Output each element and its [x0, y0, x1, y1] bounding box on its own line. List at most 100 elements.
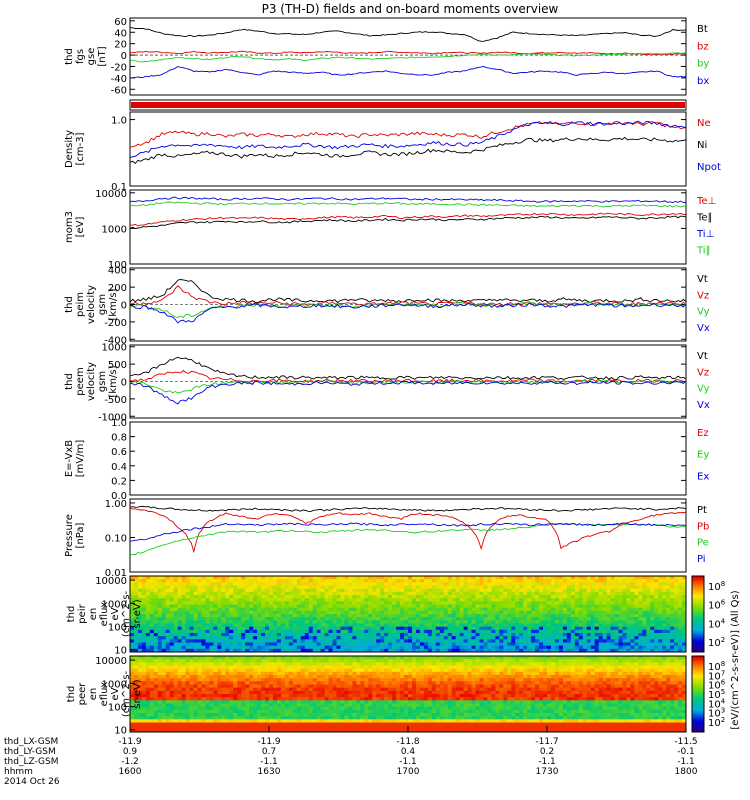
heat-cell	[479, 662, 484, 666]
heat-cell	[316, 595, 322, 599]
heat-cell	[654, 645, 659, 650]
heat-cell	[463, 617, 469, 621]
heat-cell	[610, 668, 616, 673]
heat-cell	[666, 585, 671, 590]
heat-cell	[396, 656, 401, 660]
heat-cell	[618, 678, 623, 682]
heat-cell	[547, 607, 552, 612]
heat-cell	[249, 601, 254, 605]
heat-cell	[610, 607, 616, 612]
heat-cell	[431, 607, 437, 612]
heat-cell	[471, 629, 477, 634]
heat-cell	[642, 648, 647, 653]
heat-cell	[388, 591, 393, 596]
heat-cell	[217, 579, 222, 583]
heat-cell	[197, 601, 202, 605]
heat-cell	[320, 610, 326, 615]
y-axis-label: Pressure	[64, 514, 75, 557]
heat-cell	[578, 656, 584, 660]
heat-cell	[654, 604, 659, 609]
heat-cell	[550, 629, 556, 634]
heat-cell	[392, 684, 397, 689]
heat-cell	[133, 617, 139, 621]
heat-cell	[674, 675, 679, 679]
heat-cell	[205, 665, 210, 670]
heat-cell	[562, 633, 568, 637]
heat-cell	[547, 579, 552, 583]
heat-cell	[523, 588, 528, 593]
heat-cell	[507, 607, 512, 612]
heat-cell	[157, 659, 163, 663]
heat-cell	[205, 617, 210, 621]
heat-cell	[388, 607, 393, 612]
heat-cell	[427, 684, 433, 689]
heat-cell	[280, 642, 286, 647]
heat-cell	[133, 588, 139, 593]
heat-cell	[499, 604, 504, 609]
heat-cell	[654, 617, 659, 621]
heat-cell	[554, 684, 560, 689]
heat-cell	[411, 665, 417, 670]
heat-cell	[594, 591, 600, 596]
heat-cell	[217, 671, 222, 676]
heat-cell	[658, 665, 663, 670]
heat-cell	[666, 645, 671, 650]
heat-cell	[499, 678, 504, 682]
panel-frame	[129, 498, 687, 573]
heat-cell	[253, 639, 258, 643]
heat-cell	[423, 636, 429, 640]
heat-cell	[662, 668, 667, 673]
heat-cell	[662, 671, 667, 676]
heat-cell	[491, 678, 496, 682]
heat-cell	[479, 582, 484, 586]
heat-cell	[177, 579, 183, 583]
heat-cell	[145, 678, 151, 682]
heat-cell	[570, 614, 576, 618]
heat-cell	[626, 681, 631, 685]
heat-cell	[241, 588, 246, 593]
heat-cell	[360, 671, 365, 676]
heat-cell	[328, 582, 334, 586]
heat-cell	[670, 645, 675, 650]
heat-cell	[384, 642, 389, 647]
heat-cell	[408, 671, 413, 676]
heat-cell	[149, 656, 155, 660]
heat-cell	[535, 662, 540, 666]
heat-cell	[646, 678, 651, 682]
heat-cell	[225, 629, 230, 634]
heat-cell	[578, 610, 584, 615]
heat-cell	[352, 604, 357, 609]
heat-cell	[153, 681, 159, 685]
heat-cell	[221, 684, 226, 689]
heat-cell	[133, 645, 139, 650]
heat-cell	[598, 623, 604, 628]
heat-cell	[654, 591, 659, 596]
heat-cell	[177, 671, 183, 676]
heat-cell	[570, 617, 576, 621]
heat-cell	[181, 684, 187, 689]
heat-cell	[300, 671, 306, 676]
heat-cell	[491, 665, 496, 670]
heat-cell	[622, 591, 627, 596]
heat-cell	[443, 636, 449, 640]
heat-cell	[261, 601, 266, 605]
heat-cell	[654, 610, 659, 615]
heat-cell	[519, 604, 524, 609]
heat-cell	[384, 671, 389, 676]
heat-cell	[376, 623, 381, 628]
heat-cell	[578, 576, 584, 580]
heat-cell	[463, 591, 469, 596]
heat-cell	[137, 645, 143, 650]
heat-cell	[173, 598, 179, 602]
heat-cell	[364, 614, 369, 618]
heat-cell	[213, 607, 218, 612]
heat-cell	[404, 585, 409, 590]
heat-cell	[193, 610, 199, 615]
colorbar-cell	[692, 602, 704, 605]
heat-cell	[630, 614, 635, 618]
heat-cell	[678, 582, 683, 586]
heat-cell	[197, 684, 202, 689]
heat-cell	[543, 610, 548, 615]
heat-cell	[558, 665, 564, 670]
heat-cell	[145, 604, 151, 609]
